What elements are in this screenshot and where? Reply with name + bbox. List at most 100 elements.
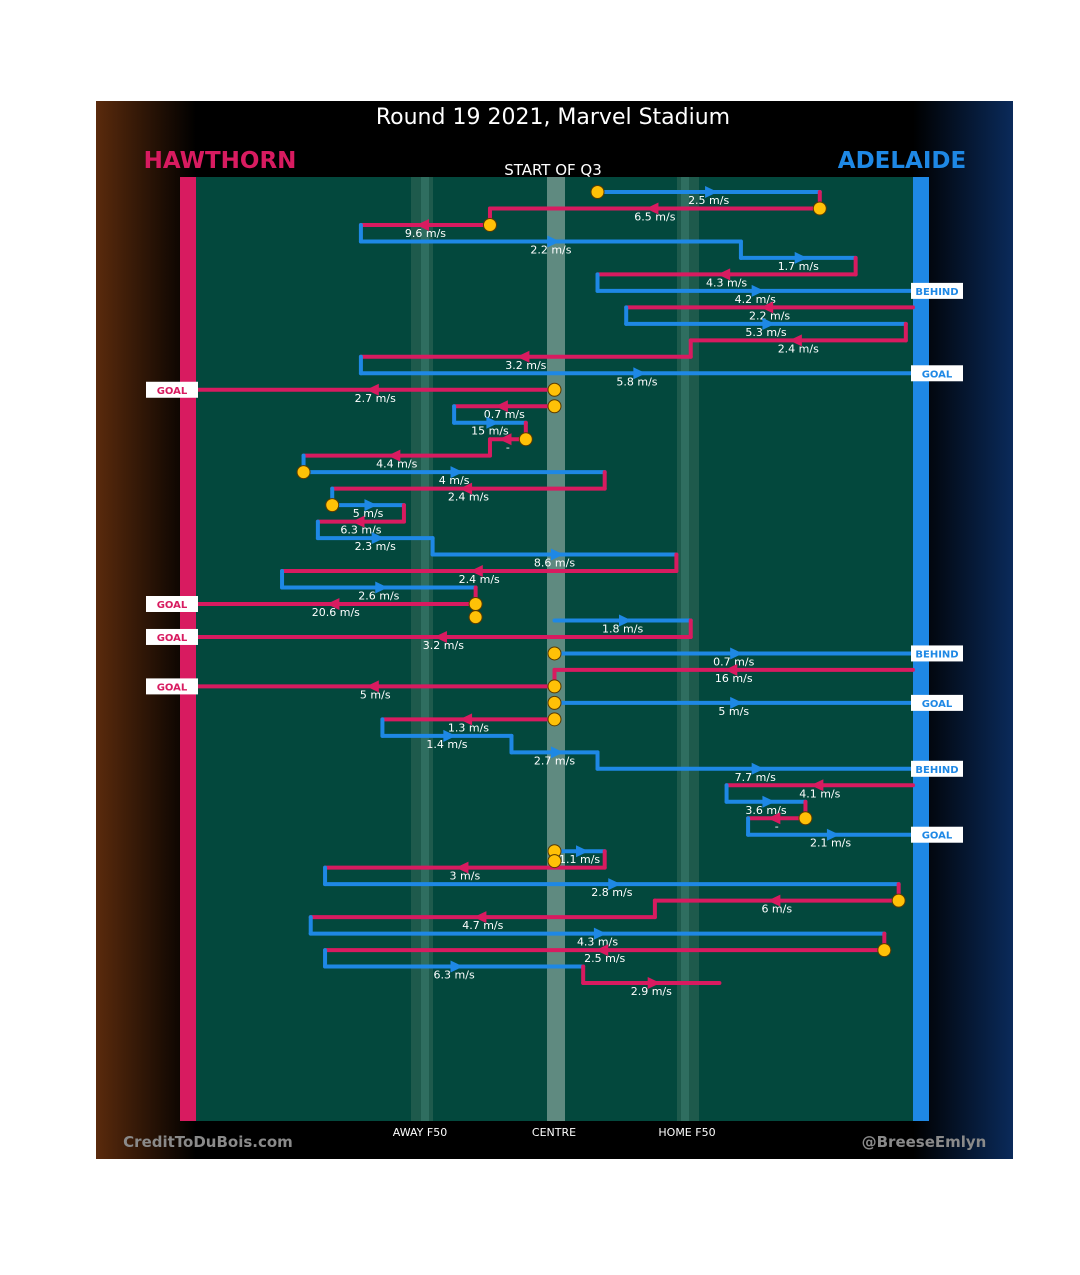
speed-label: 1.4 m/s (426, 738, 467, 751)
hawthorn-goal-post (180, 177, 196, 1121)
direction-arrow (794, 251, 808, 264)
speed-label: 4.4 m/s (376, 458, 417, 471)
outcome-label: BEHIND (915, 287, 958, 298)
home-f50-line (681, 177, 689, 1121)
direction-arrow (730, 696, 743, 709)
speed-label: 5 m/s (353, 507, 384, 520)
speed-label: 5.8 m/s (616, 375, 657, 388)
direction-arrow (751, 284, 765, 297)
stoppage-marker (468, 597, 483, 611)
outcome-label: BEHIND (915, 649, 958, 660)
direction-arrow (455, 861, 469, 874)
direction-arrow (826, 828, 840, 841)
speed-label: 3.2 m/s (423, 639, 464, 652)
direction-arrow (762, 317, 776, 330)
direction-arrow (459, 482, 473, 495)
speed-label: 1.7 m/s (778, 260, 819, 273)
speed-label: 2.4 m/s (778, 342, 819, 355)
direction-arrow (498, 433, 512, 446)
outcome-badge (911, 365, 963, 382)
speed-label: 2.9 m/s (631, 985, 672, 998)
speed-label: 0.7 m/s (713, 655, 754, 668)
direction-arrow (593, 927, 607, 940)
stoppage-marker (798, 811, 813, 826)
speed-label: 2.2 m/s (749, 309, 790, 322)
direction-arrow (717, 268, 731, 281)
direction-arrow (595, 944, 609, 957)
direction-arrow (486, 416, 499, 429)
hawthorn-team-label: HAWTHORN (144, 148, 297, 174)
speed-label: 1.8 m/s (602, 622, 643, 635)
speed-label: 2.8 m/s (591, 886, 632, 899)
stoppage-marker (518, 432, 533, 447)
outcome-badge (146, 628, 198, 645)
speed-label: 2.6 m/s (358, 590, 399, 603)
speed-label: 7.7 m/s (735, 771, 776, 784)
speed-label: 4.1 m/s (799, 787, 840, 800)
speed-label: 0.7 m/s (484, 408, 525, 421)
speed-label: 6 m/s (761, 903, 792, 916)
direction-arrow (647, 977, 661, 990)
stoppage-marker (547, 679, 562, 694)
direction-arrow (767, 812, 781, 825)
home-f50-label: HOME F50 (658, 1126, 715, 1139)
direction-arrow (470, 565, 483, 578)
direction-arrow (371, 532, 385, 545)
outcome-badge (911, 694, 963, 711)
direction-arrow (645, 202, 659, 215)
stoppage-marker (547, 399, 562, 414)
speed-label: 16 m/s (715, 672, 753, 685)
direction-arrow (730, 647, 743, 660)
chart-title: Round 19 2021, Marvel Stadium (376, 105, 730, 130)
speed-label: 6.5 m/s (634, 210, 675, 223)
speed-label: 2.3 m/s (355, 540, 396, 553)
direction-arrow (550, 548, 564, 561)
direction-arrow (619, 614, 632, 627)
speed-label: 4 m/s (439, 474, 470, 487)
outcome-badge (911, 282, 963, 299)
direction-arrow (724, 663, 738, 676)
outcome-label: GOAL (157, 682, 188, 693)
direction-arrow (633, 367, 646, 380)
direction-arrow (762, 795, 776, 808)
direction-arrow (375, 581, 388, 594)
stoppage-marker (547, 646, 562, 661)
away-f50-line (421, 177, 429, 1121)
direction-arrow (550, 746, 564, 759)
outcome-badge (911, 645, 963, 662)
direction-arrow (575, 845, 589, 858)
speed-label: - (506, 441, 510, 454)
speed-label: 2.1 m/s (810, 837, 851, 850)
speed-label: 2.5 m/s (688, 194, 729, 207)
direction-arrow (364, 499, 378, 512)
speed-label: 6.3 m/s (434, 969, 475, 982)
stoppage-marker (296, 465, 311, 480)
stoppage-marker (468, 610, 483, 625)
direction-arrow (767, 894, 781, 907)
speed-label: 2.7 m/s (355, 392, 396, 405)
outcome-badge (146, 381, 198, 398)
centre-label: CENTRE (532, 1126, 576, 1139)
direction-arrow (443, 729, 456, 742)
stoppage-marker (812, 201, 827, 216)
direction-arrow (366, 383, 379, 396)
speed-label: 4.7 m/s (462, 919, 503, 932)
direction-arrow (450, 466, 464, 479)
direction-arrow (608, 878, 621, 891)
direction-arrow (547, 235, 560, 248)
possession-chain: 2.5 m/s 6.5 m/s 9.6 m/s 2.2 m/s 1.7 m/s 4.3 m… (146, 185, 963, 998)
direction-arrow (516, 350, 530, 363)
speed-label: 4.3 m/s (577, 936, 618, 949)
stoppage-marker (325, 498, 340, 513)
speed-label: 5 m/s (360, 688, 391, 701)
speed-label: 8.6 m/s (534, 557, 575, 570)
direction-arrow (416, 218, 430, 231)
speed-label: 9.6 m/s (405, 227, 446, 240)
direction-arrow (434, 630, 447, 643)
credit-left: CreditToDuBois.com (123, 1133, 293, 1151)
adelaide-team-label: ADELAIDE (838, 148, 966, 174)
stoppage-marker (877, 943, 892, 958)
speed-label: 6.3 m/s (340, 524, 381, 537)
speed-label: 2.5 m/s (584, 952, 625, 965)
